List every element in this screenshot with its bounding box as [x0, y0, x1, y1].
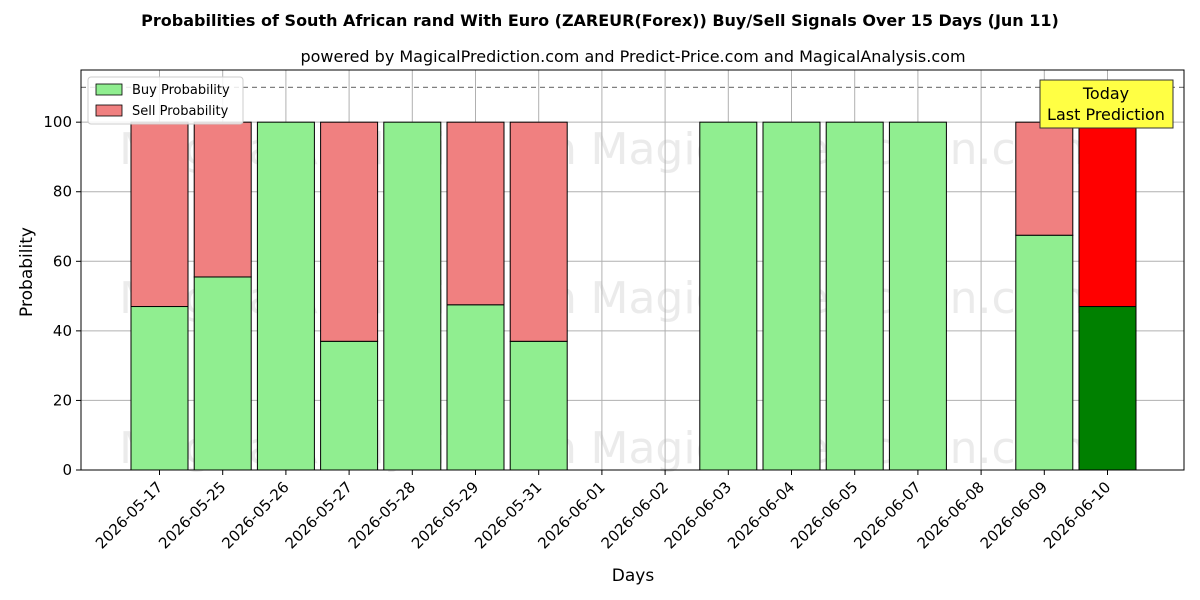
y-tick-label: 60	[53, 252, 72, 270]
bar-sell-2026-05-25	[193, 121, 252, 278]
x-tick-label: 2026-05-17	[92, 478, 166, 552]
y-axis-label: Probability	[17, 227, 37, 317]
bar-buy-2026-06-04	[762, 121, 821, 471]
x-tick-label: 2026-06-08	[914, 478, 988, 552]
bar-buy-2026-06-09	[1015, 234, 1074, 471]
y-tick-label: 0	[62, 461, 72, 479]
y-tick-label: 20	[53, 391, 72, 409]
x-tick-label: 2026-06-02	[598, 478, 672, 552]
bar-buy-2026-05-25	[193, 276, 252, 471]
bar-buy-2026-05-29	[446, 304, 505, 471]
annotation-line1: Today	[1082, 84, 1129, 103]
x-tick-label: 2026-06-01	[534, 478, 608, 552]
bar-buy-2026-06-10	[1078, 306, 1137, 471]
y-tick-label: 100	[43, 113, 72, 131]
bar-sell-2026-05-27	[320, 121, 379, 342]
y-tick-label: 80	[53, 183, 72, 201]
x-tick-label: 2026-05-31	[471, 478, 545, 552]
legend: Buy Probability Sell Probability	[87, 76, 244, 125]
bar-sell-2026-05-29	[446, 121, 505, 306]
bar-buy-2026-05-27	[320, 340, 379, 471]
bar-buy-2026-06-03	[699, 121, 758, 471]
bar-buy-2026-06-05	[825, 121, 884, 471]
bar-buy-2026-05-28	[383, 121, 442, 471]
annotation-line2: Last Prediction	[1047, 105, 1165, 124]
chart-title: Probabilities of South African rand With…	[141, 11, 1059, 30]
x-tick-label: 2026-05-29	[408, 478, 482, 552]
today-annotation: Today Last Prediction	[1039, 79, 1174, 129]
x-tick-label: 2026-06-09	[977, 478, 1051, 552]
x-tick-label: 2026-05-25	[155, 478, 229, 552]
axes-frame	[80, 69, 1185, 471]
x-axis-label: Days	[612, 566, 655, 586]
bar-layer	[130, 121, 1137, 471]
legend-box	[87, 76, 244, 125]
x-tick-label: 2026-05-26	[218, 478, 292, 552]
x-tick-label: 2026-06-07	[850, 478, 924, 552]
x-tick-label: 2026-06-10	[1040, 478, 1114, 552]
x-tick-label: 2026-06-03	[661, 478, 735, 552]
annotation-box	[1039, 79, 1174, 129]
bar-buy-2026-05-17	[130, 306, 189, 471]
legend-swatch-buy	[95, 83, 123, 96]
x-tick-label: 2026-05-27	[282, 478, 356, 552]
bar-sell-2026-05-17	[130, 121, 189, 308]
bar-buy-2026-06-07	[888, 121, 947, 471]
bar-buy-2026-05-31	[509, 340, 568, 471]
bar-sell-2026-06-09	[1015, 121, 1074, 236]
bar-buy-2026-05-26	[256, 121, 315, 471]
y-tick-label: 40	[53, 322, 72, 340]
bar-sell-2026-06-10	[1078, 121, 1137, 308]
legend-label-buy: Buy Probability	[132, 83, 230, 98]
legend-label-sell: Sell Probability	[132, 104, 229, 119]
bar-sell-2026-05-31	[509, 121, 568, 342]
x-tick-label: 2026-06-04	[724, 478, 798, 552]
legend-swatch-sell	[95, 104, 123, 117]
chart-subtitle: powered by MagicalPrediction.com and Pre…	[300, 47, 965, 66]
x-tick-label: 2026-06-05	[787, 478, 861, 552]
x-tick-label: 2026-05-28	[345, 478, 419, 552]
